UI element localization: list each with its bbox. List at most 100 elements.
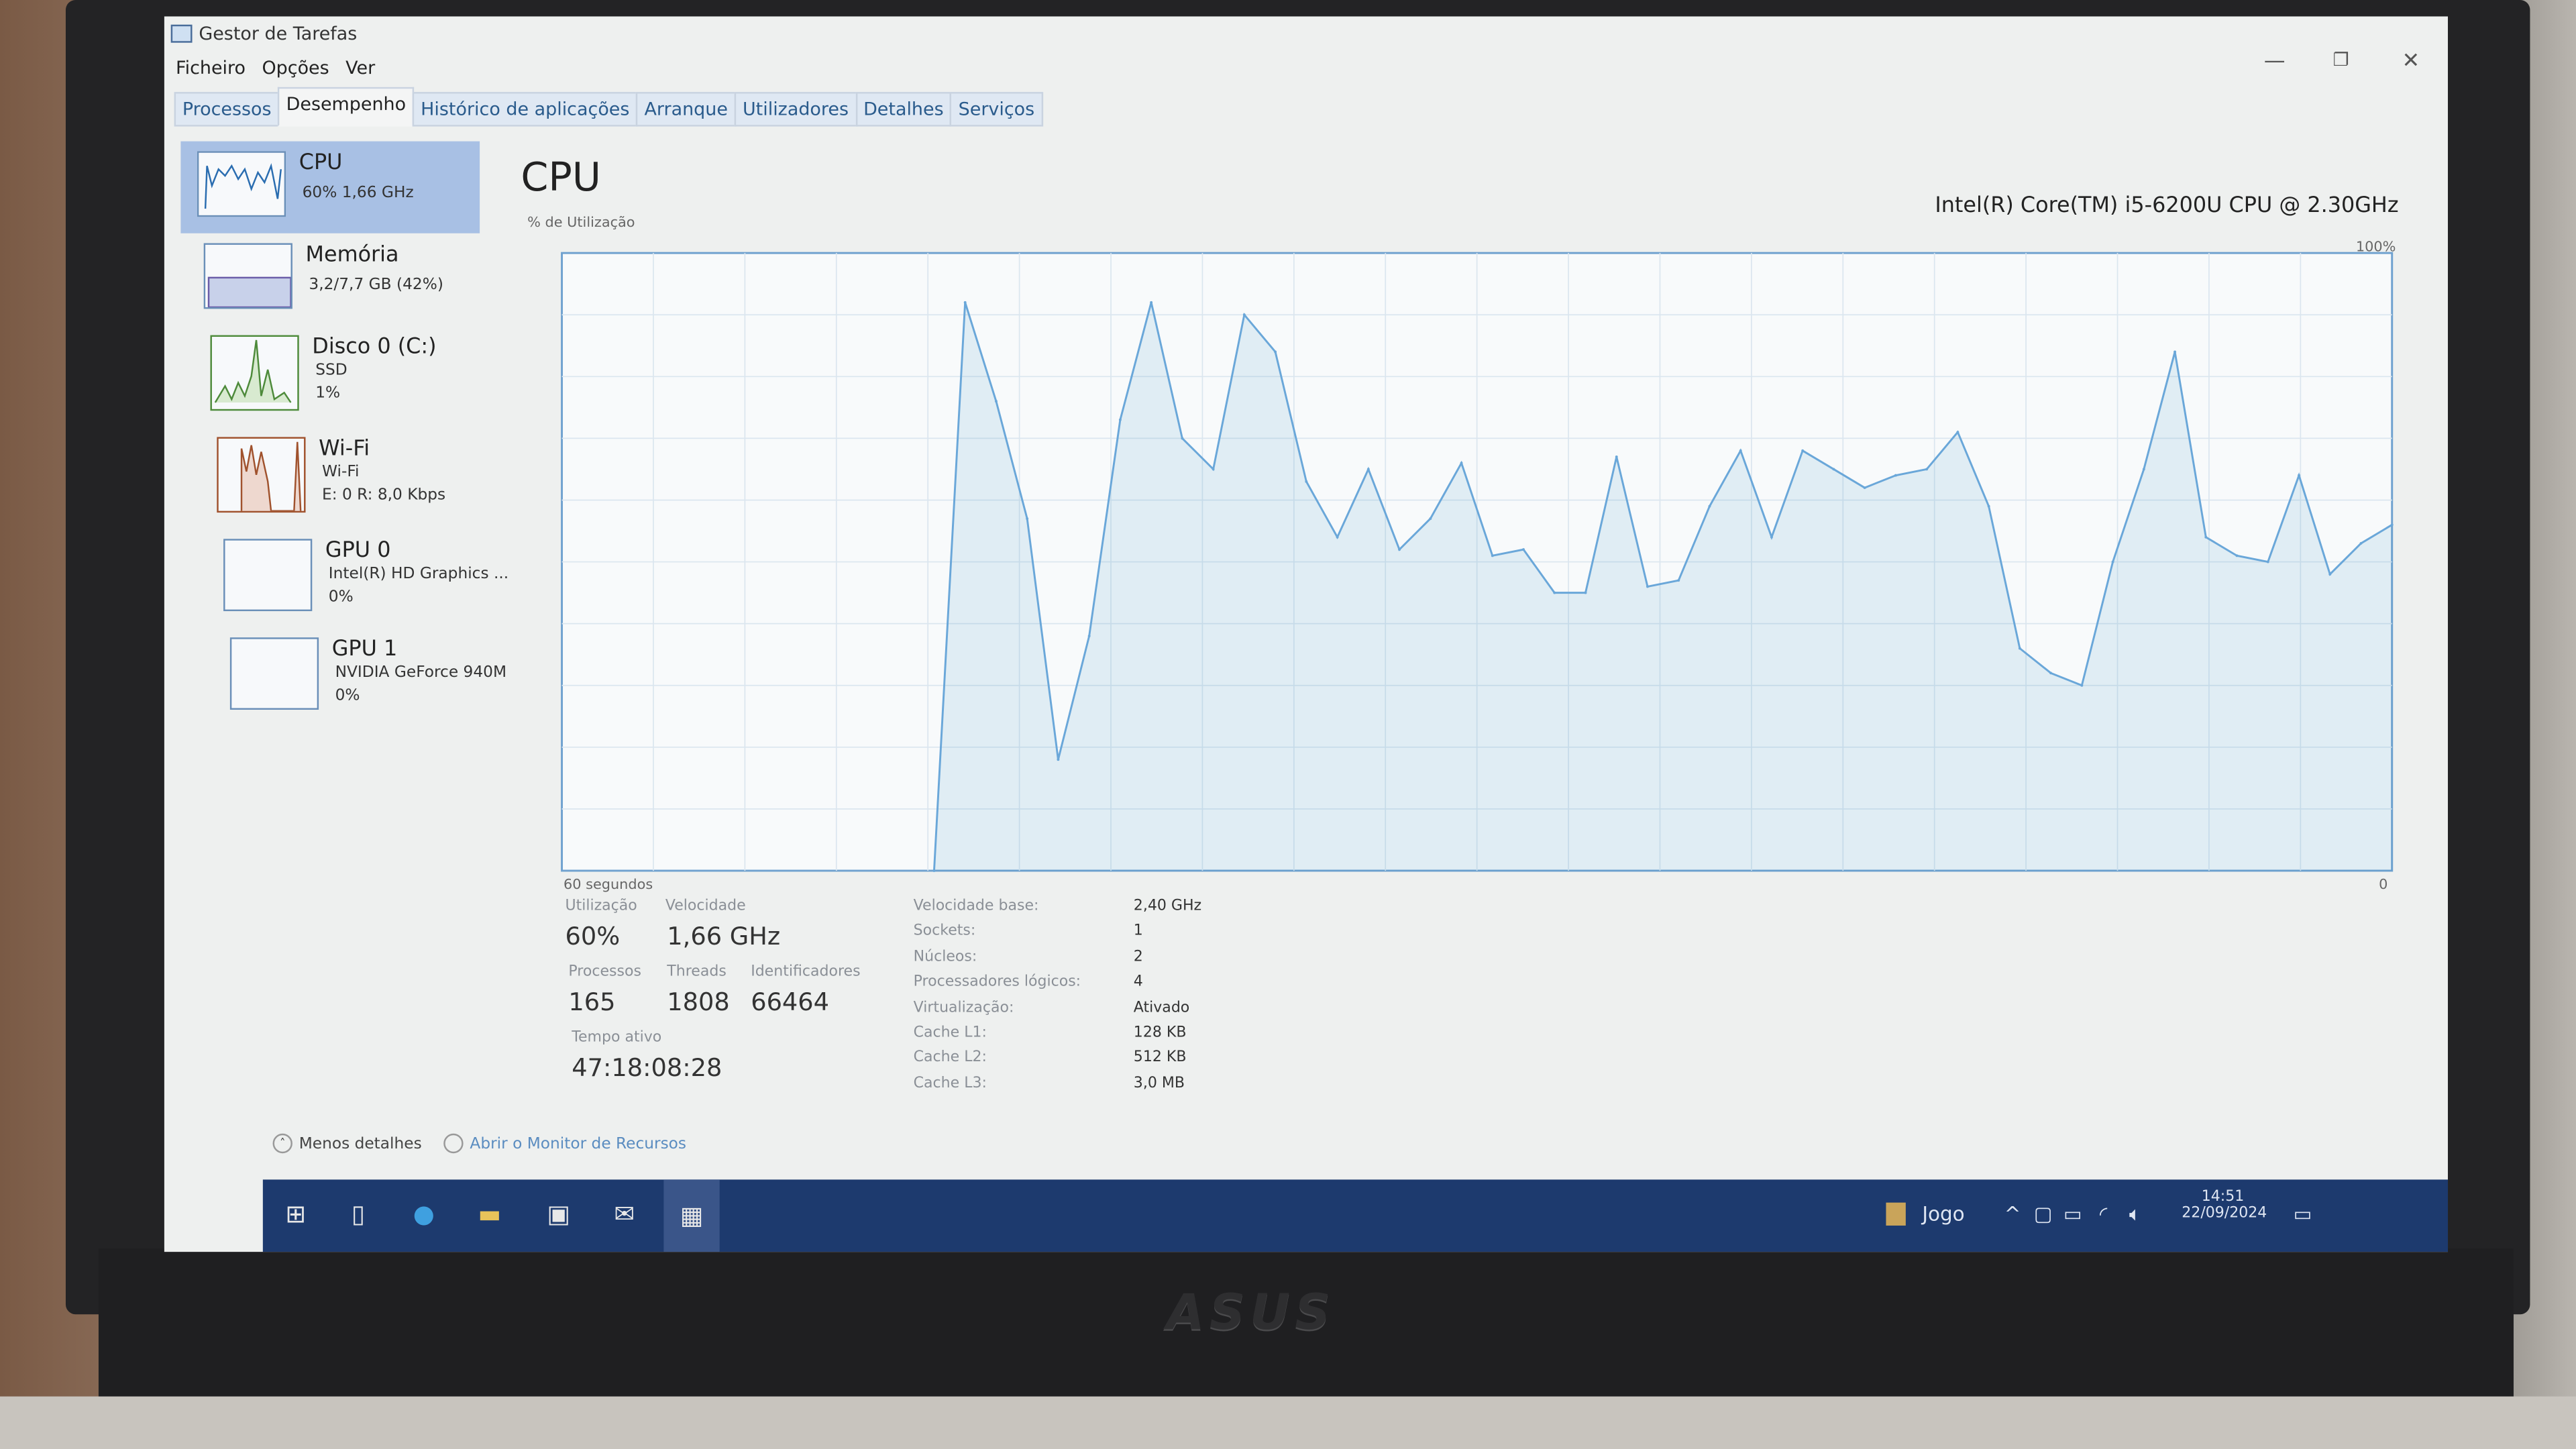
- sidebar-item-disco[interactable]: Disco 0 (C:) SSD 1%: [194, 325, 493, 417]
- task-manager-window: Gestor de Tarefas — ❐ ✕ Ficheiro Opções …: [164, 16, 2449, 1252]
- game-label[interactable]: Jogo: [1922, 1202, 1965, 1226]
- cpu-usage-point: [1584, 591, 1587, 594]
- sidebar-item-memoria[interactable]: Memória 3,2/7,7 GB (42%): [187, 233, 486, 325]
- handles-value: 66464: [751, 987, 830, 1017]
- sidebar-item-cpu[interactable]: CPU 60% 1,66 GHz: [180, 141, 480, 233]
- cpu-usage-point: [1832, 468, 1835, 471]
- cpu-usage-point: [2390, 523, 2394, 527]
- less-details-button[interactable]: ˄ Menos detalhes: [272, 1133, 422, 1154]
- task-view-icon[interactable]: ▯: [351, 1199, 365, 1229]
- cpu-usage-point: [2204, 535, 2208, 539]
- tab-historico[interactable]: Histórico de aplicações: [412, 92, 638, 127]
- menu-ficheiro[interactable]: Ficheiro: [176, 57, 246, 79]
- cpu-usage-point: [1274, 350, 1277, 354]
- sidebar-item-gpu1[interactable]: GPU 1 NVIDIA GeForce 940M 0%: [213, 628, 513, 720]
- cpu-usage-point: [1460, 462, 1463, 465]
- speed-label: Velocidade: [665, 898, 746, 916]
- menu-opcoes[interactable]: Opções: [262, 57, 329, 79]
- edge-icon[interactable]: ●: [413, 1199, 435, 1229]
- clock-time: 14:51: [2201, 1189, 2245, 1206]
- cpu-usage-point: [1491, 554, 1494, 557]
- utilization-value: 60%: [565, 921, 621, 951]
- clock-date: 22/09/2024: [2182, 1205, 2267, 1223]
- sidebar-item-wifi[interactable]: Wi-Fi Wi-Fi E: 0 R: 8,0 Kbps: [201, 427, 500, 519]
- tab-arranque[interactable]: Arranque: [636, 92, 737, 127]
- cpu-usage-point: [932, 869, 936, 872]
- cpu-usage-line: [932, 302, 2393, 871]
- spec-label: Velocidade base:: [913, 898, 1039, 916]
- chevron-up-icon: ˄: [272, 1133, 292, 1154]
- cpu-usage-point: [1212, 468, 1215, 471]
- spec-label: Virtualização:: [913, 1000, 1014, 1016]
- chart-ymin-label: 0: [2379, 877, 2388, 894]
- spec-value: 4: [1133, 974, 1143, 991]
- tab-detalhes[interactable]: Detalhes: [855, 92, 952, 127]
- cpu-usage-point: [1770, 535, 1773, 539]
- cpu-usage-point: [2080, 684, 2084, 687]
- cpu-thumbnail: [197, 151, 286, 217]
- asus-logo: ASUS: [1166, 1285, 1336, 1342]
- cpu-usage-point: [2174, 350, 2177, 354]
- resource-monitor-icon: [443, 1133, 464, 1154]
- spec-value: 512 KB: [1133, 1050, 1187, 1067]
- cpu-usage-point: [994, 400, 998, 403]
- battery-icon[interactable]: ▭: [2063, 1202, 2082, 1226]
- taskbar: ⊞ ▯ ● ▬ ▣ ✉ ▦ Jogo ^ ▢ ▭ ◜ 🔈︎ 14:51 22/0…: [262, 1179, 2449, 1252]
- cpu-usage-area: [934, 302, 2392, 871]
- cpu-usage-point: [1522, 548, 1525, 551]
- cpu-usage-point: [1366, 468, 1370, 471]
- memory-thumbnail: [203, 243, 292, 309]
- disk-thumbnail: [210, 335, 299, 411]
- uptime-value: 47:18:08:28: [572, 1053, 722, 1083]
- window-title: Gestor de Tarefas: [199, 23, 358, 45]
- cpu-usage-point: [1026, 517, 1029, 521]
- cpu-usage-point: [1087, 635, 1091, 638]
- menu-ver[interactable]: Ver: [345, 57, 376, 79]
- mail-icon[interactable]: ✉: [614, 1199, 635, 1229]
- close-button[interactable]: ✕: [2402, 49, 2420, 74]
- wifi-icon[interactable]: ◜: [2099, 1202, 2108, 1226]
- restore-button[interactable]: ❐: [2332, 49, 2349, 71]
- task-manager-taskbar-icon[interactable]: ▦: [663, 1179, 720, 1252]
- clock[interactable]: 14:51 22/09/2024: [2182, 1189, 2267, 1223]
- cpu-usage-point: [1150, 301, 1153, 304]
- spec-label: Cache L3:: [913, 1075, 987, 1093]
- tab-processos[interactable]: Processos: [174, 92, 280, 127]
- tab-bar: Processos Desempenho Histórico de aplica…: [174, 87, 1043, 127]
- game-icon[interactable]: [1886, 1202, 1906, 1226]
- notifications-icon[interactable]: ▭: [2293, 1202, 2312, 1226]
- store-icon[interactable]: ▣: [547, 1199, 571, 1229]
- file-explorer-icon[interactable]: ▬: [478, 1199, 502, 1229]
- processes-label: Processos: [568, 964, 641, 981]
- cpu-usage-point: [1242, 313, 1246, 317]
- volume-icon[interactable]: 🔈︎: [2129, 1202, 2141, 1226]
- spec-label: Sockets:: [913, 924, 976, 941]
- sidebar-item-gpu0[interactable]: GPU 0 Intel(R) HD Graphics ... 0%: [207, 529, 508, 621]
- cpu-usage-point: [2298, 474, 2300, 477]
- wifi-thumbnail: [217, 437, 306, 513]
- meet-now-icon[interactable]: ▢: [2033, 1202, 2053, 1226]
- chevron-up-tray-icon[interactable]: ^: [2004, 1202, 2021, 1226]
- cpu-usage-point: [1057, 758, 1060, 761]
- spec-value: Ativado: [1133, 1000, 1190, 1016]
- cpu-usage-point: [1646, 585, 1649, 588]
- cpu-usage-point: [1894, 474, 1897, 477]
- spec-label: Núcleos:: [913, 949, 977, 966]
- tab-utilizadores[interactable]: Utilizadores: [734, 92, 857, 127]
- uptime-label: Tempo ativo: [572, 1030, 662, 1047]
- tab-servicos[interactable]: Serviços: [950, 92, 1043, 127]
- spec-value: 2: [1133, 949, 1143, 966]
- spec-value: 128 KB: [1133, 1025, 1187, 1042]
- cpu-usage-point: [963, 301, 967, 304]
- minimize-button[interactable]: —: [2263, 49, 2286, 74]
- cpu-usage-point: [2359, 541, 2363, 545]
- windows-start-icon[interactable]: ⊞: [285, 1199, 307, 1229]
- cpu-usage-point: [2266, 560, 2269, 564]
- cpu-usage-point: [2235, 554, 2239, 557]
- tab-desempenho[interactable]: Desempenho: [278, 87, 415, 127]
- spec-label: Processadores lógicos:: [913, 974, 1081, 991]
- menu-bar: Ficheiro Opções Ver: [176, 58, 375, 79]
- desk: [0, 1396, 2576, 1449]
- open-resource-monitor-link[interactable]: Abrir o Monitor de Recursos: [443, 1133, 686, 1154]
- cpu-usage-point: [2328, 573, 2332, 576]
